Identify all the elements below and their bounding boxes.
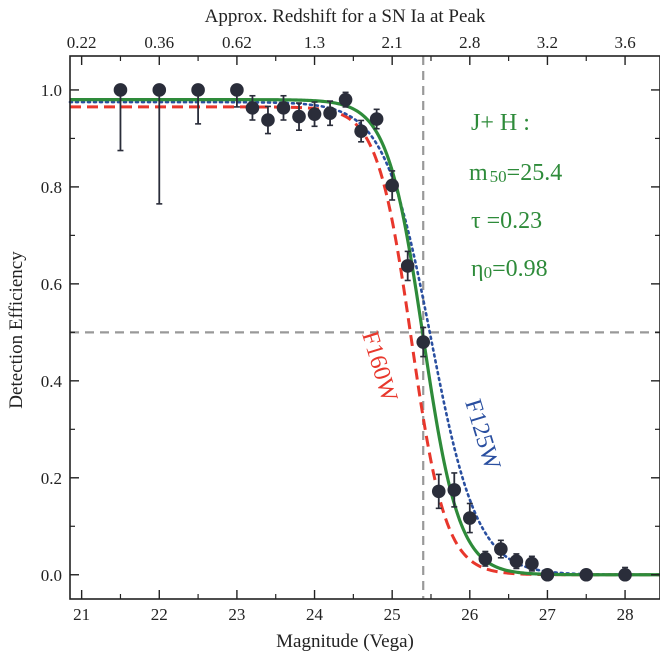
data-point xyxy=(431,473,446,510)
data-marker xyxy=(276,101,291,115)
data-marker xyxy=(400,259,415,273)
data-point xyxy=(338,91,353,108)
x-tick-label: 24 xyxy=(306,605,324,624)
y-tick-label: 0.0 xyxy=(41,566,62,585)
data-marker xyxy=(579,567,594,582)
data-point xyxy=(385,170,399,201)
data-marker xyxy=(307,107,322,121)
annotation-line-eta: η0=0.98 xyxy=(471,256,548,282)
x-tick-label: 23 xyxy=(228,605,245,624)
y-tick-label: 0.2 xyxy=(41,469,62,488)
data-marker xyxy=(191,83,205,97)
data-marker xyxy=(525,556,539,571)
data-marker xyxy=(152,83,167,97)
x-tick-label: 28 xyxy=(617,605,634,624)
data-point xyxy=(354,119,368,143)
curve-label-f160w: F160W xyxy=(356,328,402,405)
data-point xyxy=(245,94,260,121)
data-point xyxy=(540,567,555,582)
data-point xyxy=(463,502,477,534)
data-marker xyxy=(431,484,446,499)
data-marker xyxy=(338,92,353,107)
data-point xyxy=(152,83,167,205)
data-marker xyxy=(245,101,260,115)
data-point xyxy=(323,100,337,127)
curve-jh xyxy=(70,98,660,577)
data-point xyxy=(618,566,632,582)
data-point xyxy=(113,83,128,152)
top-tick-label: 0.36 xyxy=(144,33,174,52)
data-marker xyxy=(354,124,368,138)
x-tick-label: 27 xyxy=(539,605,557,624)
top-axis-title: Approx. Redshift for a SN Ia at Peak xyxy=(205,6,486,27)
x-axis-title: Magnitude (Vega) xyxy=(276,631,414,652)
data-marker xyxy=(494,542,508,556)
y-tick-label: 1.0 xyxy=(41,81,62,100)
axes: 21 22 23 24 25 26 27 28 0.22 0.36 0.62 1.3 2.1 2.8 3.2… xyxy=(41,33,660,624)
x-tick-label: 22 xyxy=(151,605,168,624)
data-marker xyxy=(261,113,275,127)
data-marker xyxy=(230,83,244,97)
data-marker xyxy=(113,83,128,97)
data-marker xyxy=(618,567,632,582)
y-axis-title: Detection Efficiency xyxy=(6,251,27,409)
top-tick-label: 0.22 xyxy=(67,33,97,52)
plot-frame xyxy=(69,55,660,600)
top-tick-label: 2.8 xyxy=(459,33,480,52)
data-point xyxy=(509,553,524,570)
data-point xyxy=(447,472,462,508)
fit-parameters-annotation: J+ H : m 50=25.4 τ =0.23 η0=0.98 xyxy=(469,110,562,282)
curve-label-f125w: F125W xyxy=(459,396,505,473)
x-tick-label: 25 xyxy=(384,605,401,624)
data-point xyxy=(261,105,275,135)
top-tick-label: 1.3 xyxy=(304,33,325,52)
data-point xyxy=(525,555,539,572)
top-tick-label: 0.62 xyxy=(222,33,252,52)
x-tick-label: 26 xyxy=(461,605,478,624)
data-point xyxy=(230,83,244,108)
data-marker xyxy=(385,178,399,193)
top-tick-label: 2.1 xyxy=(382,33,403,52)
data-point xyxy=(307,101,322,128)
annotation-line-tau: τ =0.23 xyxy=(471,208,542,234)
data-marker xyxy=(509,554,524,568)
data-marker xyxy=(292,109,306,124)
data-marker xyxy=(369,112,384,126)
y-tick-label: 0.6 xyxy=(41,275,62,294)
data-point xyxy=(292,102,306,131)
data-point xyxy=(494,539,508,559)
top-tick-label: 3.6 xyxy=(614,33,635,52)
data-point xyxy=(478,550,493,567)
data-marker xyxy=(323,106,337,121)
x-tick-label: 21 xyxy=(73,605,90,624)
data-marker xyxy=(447,483,462,497)
data-point xyxy=(276,94,291,121)
data-point xyxy=(369,108,384,130)
data-marker xyxy=(478,551,493,566)
y-tick-label: 0.4 xyxy=(41,372,63,391)
data-point xyxy=(579,567,594,582)
data-points xyxy=(113,83,632,582)
top-tick-label: 3.2 xyxy=(537,33,558,52)
annotation-line-m50: m 50=25.4 xyxy=(469,160,562,186)
data-point xyxy=(416,326,431,358)
data-point xyxy=(400,250,415,282)
data-marker xyxy=(463,511,477,525)
data-marker xyxy=(540,567,555,582)
data-marker xyxy=(416,335,431,349)
data-point xyxy=(191,83,205,125)
annotation-line-jh: J+ H : xyxy=(471,110,530,136)
y-tick-label: 0.8 xyxy=(41,178,62,197)
